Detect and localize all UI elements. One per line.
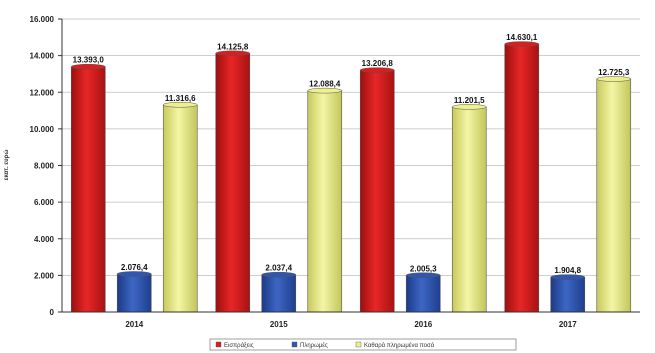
bar-2015-series-3 bbox=[307, 90, 343, 313]
x-axis-categories: 2014 2015 2016 2017 bbox=[125, 320, 577, 329]
bar-2016-series-3 bbox=[451, 106, 487, 313]
bar-2015-series-1 bbox=[215, 53, 251, 313]
data-label: 2.076,4 bbox=[121, 263, 148, 272]
y-tick-label: 0 bbox=[50, 308, 55, 317]
data-labels: 13.393,0 2.076,4 11.316,6 14.125,8 2.037,4 12… bbox=[73, 33, 630, 275]
data-label: 14.125,8 bbox=[217, 42, 249, 51]
x-category-label: 2016 bbox=[414, 320, 432, 329]
gridlines bbox=[62, 18, 640, 276]
bar-top-2014-series-2 bbox=[117, 271, 152, 277]
legend-swatch bbox=[291, 341, 298, 348]
bar-top-2015-series-2 bbox=[261, 271, 296, 278]
y-tick-label: 8.000 bbox=[34, 162, 55, 171]
bar-2014-series-1 bbox=[70, 66, 106, 313]
x-category-label: 2017 bbox=[559, 320, 577, 329]
bar-top-2016-series-1 bbox=[360, 67, 395, 73]
y-tick-label: 10.000 bbox=[30, 125, 55, 134]
bar-top-2015-series-1 bbox=[215, 50, 250, 57]
data-label: 12.088,4 bbox=[309, 80, 341, 89]
y-axis-label: εκατ. ευρώ bbox=[4, 150, 10, 181]
bar-2016-series-2 bbox=[405, 274, 441, 313]
bar-top-2017-series-2 bbox=[550, 274, 585, 280]
data-label: 11.316,6 bbox=[165, 94, 196, 103]
data-label: 13.206,8 bbox=[362, 59, 394, 68]
y-tick-label: 6.000 bbox=[34, 198, 55, 207]
bar-top-2014-series-3 bbox=[163, 102, 198, 108]
data-label: 14.630,1 bbox=[506, 33, 538, 42]
legend-swatch bbox=[215, 341, 222, 348]
bar-top-2014-series-1 bbox=[71, 63, 106, 70]
bar-2016-series-1 bbox=[359, 69, 395, 313]
legend-label: Καθαρά πληρωμένα ποσά bbox=[364, 342, 435, 349]
bar-2017-series-3 bbox=[596, 78, 632, 313]
y-tick-label: 16.000 bbox=[30, 15, 55, 24]
data-label: 13.393,0 bbox=[73, 56, 105, 65]
legend: Εισπράξεις Πληρωμές Καθαρά πληρωμένα ποσά bbox=[209, 338, 517, 351]
bar-top-2017-series-1 bbox=[504, 41, 539, 47]
data-label: 2.005,3 bbox=[410, 264, 437, 273]
x-category-label: 2015 bbox=[270, 320, 288, 329]
bar-top-2015-series-3 bbox=[307, 87, 342, 94]
y-tick-label: 2.000 bbox=[34, 271, 55, 280]
bar-2017-series-1 bbox=[504, 43, 540, 313]
bar-2014-series-2 bbox=[116, 273, 152, 313]
bar-top-2016-series-2 bbox=[406, 272, 441, 279]
y-tick-label: 14.000 bbox=[30, 52, 55, 61]
bar-2015-series-2 bbox=[261, 274, 297, 313]
bar-2017-series-2 bbox=[550, 276, 586, 313]
x-category-label: 2014 bbox=[125, 320, 143, 329]
data-label: 2.037,4 bbox=[265, 264, 292, 273]
bar-top-2017-series-3 bbox=[596, 76, 631, 82]
bar-top-2016-series-3 bbox=[452, 104, 487, 110]
bar-2014-series-3 bbox=[162, 104, 198, 313]
legend-box bbox=[209, 338, 517, 351]
legend-swatch bbox=[355, 341, 362, 348]
data-label: 12.725,3 bbox=[598, 68, 630, 77]
bars bbox=[70, 41, 632, 313]
y-tick-label: 4.000 bbox=[34, 235, 55, 244]
legend-label: Πληρωμές bbox=[300, 342, 328, 349]
data-label: 11.201,5 bbox=[454, 96, 485, 105]
y-axis-ticks: 0 2.000 4.000 6.000 8.000 10.000 12.000 14.000 1… bbox=[30, 15, 62, 317]
legend-label: Εισπράξεις bbox=[224, 342, 254, 349]
y-tick-label: 12.000 bbox=[30, 88, 55, 97]
data-label: 1.904,8 bbox=[554, 266, 581, 275]
